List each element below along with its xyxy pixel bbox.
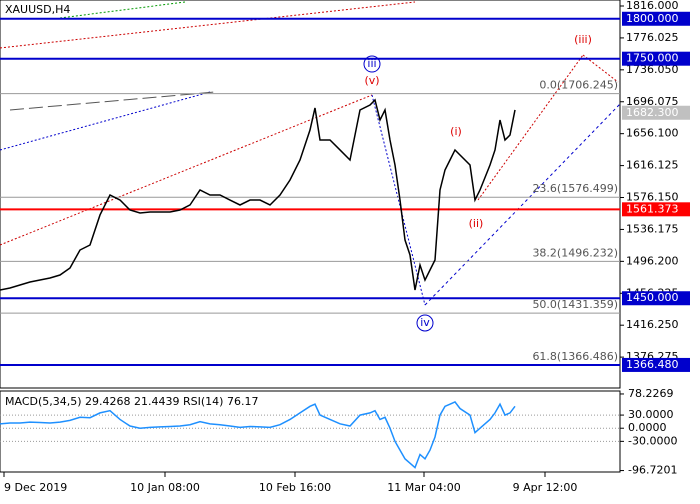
fib-label: 23.6(1576.499): [532, 182, 618, 195]
macd-panel: [0, 390, 621, 473]
y-tick-label: 1496.200: [626, 254, 679, 267]
fib-label: 50.0(1431.359): [532, 298, 618, 311]
wave-line: [371, 94, 426, 306]
y-tick-label: 1616.125: [626, 159, 679, 172]
trend-line: [0, 1, 416, 49]
wave-circle: [363, 55, 381, 73]
x-tick-label: 9 Apr 12:00: [513, 481, 578, 494]
level-tag: [622, 357, 690, 372]
trend-line: [0, 94, 373, 246]
price-line: [0, 98, 516, 291]
wave-label: (ii): [469, 217, 484, 230]
trend-line: [0, 91, 211, 151]
level-tag: [622, 11, 690, 26]
fib-label: 0.0(1706.245): [539, 79, 618, 92]
wave-line: [424, 103, 621, 306]
wave-line: [582, 54, 619, 83]
y-tick-label: 1536.175: [626, 222, 679, 235]
y-tick-label: 30.0000: [628, 408, 674, 421]
wave-circle: [416, 314, 434, 332]
y-tick-label: -30.0000: [628, 434, 677, 447]
trend-line: [9, 91, 216, 111]
level-label: 1561.373: [626, 202, 679, 215]
wave-label: (iii): [574, 33, 592, 46]
y-tick-label: -96.7201: [628, 464, 677, 477]
y-tick-label: 78.2269: [628, 387, 674, 400]
fib-label: 38.2(1496.232): [532, 246, 618, 259]
level-tag: [622, 51, 690, 66]
indicator-title: MACD(5,34,5) 29.4268 21.4439 RSI(14) 76.…: [5, 395, 258, 408]
wave-label: (i): [450, 125, 462, 138]
level-tag: [622, 291, 690, 306]
y-tick-label: 1696.075: [626, 95, 679, 108]
y-tick-label: 1576.150: [626, 191, 679, 204]
x-tick-label: 11 Mar 04:00: [387, 481, 460, 494]
chart-title: XAUUSD,H4: [5, 3, 70, 16]
level-tag: [622, 202, 690, 217]
x-tick-label: 10 Jan 08:00: [130, 481, 200, 494]
level-label: 1366.480: [626, 358, 679, 371]
fib-label: 61.8(1366.486): [532, 350, 618, 363]
wave-label: iii: [367, 57, 376, 70]
y-tick-label: 1736.050: [626, 63, 679, 76]
macd-line: [0, 401, 516, 469]
wave-label: iv: [420, 316, 430, 329]
wave-line: [477, 54, 584, 201]
price-panel: [0, 0, 621, 389]
y-tick-label: 0.0000: [628, 421, 667, 434]
trend-line: [59, 1, 186, 19]
x-tick-label: 9 Dec 2019: [4, 481, 67, 494]
current-price-label: 1682.300: [626, 106, 679, 119]
y-tick-label: 1656.100: [626, 127, 679, 140]
level-label: 1750.000: [626, 52, 679, 65]
level-label: 1800.000: [626, 12, 679, 25]
current-price-tag: [622, 105, 690, 120]
y-tick-label: 1416.250: [626, 318, 679, 331]
wave-label: (v): [364, 74, 379, 87]
x-tick-label: 10 Feb 16:00: [259, 481, 331, 494]
y-tick-label: 1816.000: [626, 0, 679, 12]
y-tick-label: 1776.025: [626, 31, 679, 44]
level-label: 1450.000: [626, 291, 679, 304]
